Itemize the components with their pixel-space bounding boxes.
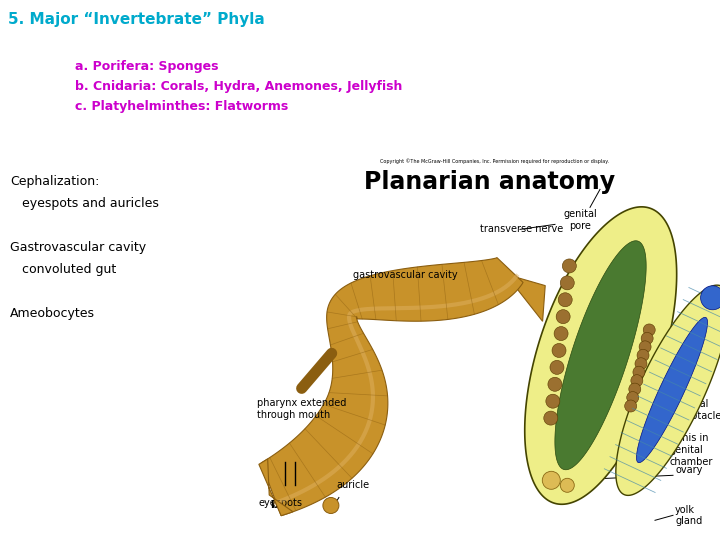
- Text: eyespots: eyespots: [258, 498, 302, 508]
- Polygon shape: [505, 274, 545, 321]
- Polygon shape: [616, 285, 720, 495]
- Text: e.: e.: [701, 324, 712, 334]
- Text: Planarian anatomy: Planarian anatomy: [364, 170, 616, 194]
- Circle shape: [550, 360, 564, 374]
- Text: Ameobocytes: Ameobocytes: [10, 307, 95, 320]
- Text: Cephalization:: Cephalization:: [10, 175, 99, 188]
- Text: gastrovascular cavity: gastrovascular cavity: [354, 270, 458, 280]
- Text: 5. Major “Invertebrate” Phyla: 5. Major “Invertebrate” Phyla: [8, 12, 265, 27]
- Text: a. Porifera: Sponges: a. Porifera: Sponges: [75, 60, 218, 73]
- Circle shape: [633, 366, 645, 378]
- Circle shape: [560, 276, 575, 290]
- Text: c. Platyhelminthes: Flatworms: c. Platyhelminthes: Flatworms: [75, 100, 288, 113]
- Circle shape: [643, 324, 655, 336]
- Circle shape: [542, 471, 560, 489]
- Circle shape: [552, 343, 566, 357]
- Circle shape: [639, 341, 651, 353]
- Text: penis in
genital
chamber: penis in genital chamber: [670, 434, 714, 467]
- Circle shape: [546, 394, 560, 408]
- Polygon shape: [259, 459, 293, 516]
- Circle shape: [631, 375, 643, 387]
- Circle shape: [562, 259, 576, 273]
- Text: d.: d.: [614, 234, 626, 245]
- Text: genital
pore: genital pore: [563, 210, 597, 231]
- Text: auricle: auricle: [336, 481, 369, 490]
- Polygon shape: [555, 241, 646, 470]
- Text: b. Cnidaria: Corals, Hydra, Anemones, Jellyfish: b. Cnidaria: Corals, Hydra, Anemones, Je…: [75, 80, 402, 93]
- PathPatch shape: [261, 258, 523, 516]
- Circle shape: [626, 392, 639, 403]
- Text: pharynx: pharynx: [675, 360, 715, 370]
- Circle shape: [701, 286, 720, 310]
- Circle shape: [641, 333, 653, 345]
- Circle shape: [556, 309, 570, 323]
- Circle shape: [625, 400, 636, 412]
- Text: Copyright ©The McGraw-Hill Companies, Inc. Permission required for reproduction : Copyright ©The McGraw-Hill Companies, In…: [380, 158, 609, 164]
- Text: transverse nerve: transverse nerve: [480, 225, 563, 234]
- Text: convoluted gut: convoluted gut: [10, 263, 116, 276]
- Circle shape: [554, 327, 568, 341]
- Text: Gastrovascular cavity: Gastrovascular cavity: [10, 241, 146, 254]
- Polygon shape: [636, 318, 708, 463]
- Text: brain: brain: [702, 296, 720, 306]
- Text: seminal
receptacle: seminal receptacle: [670, 399, 720, 421]
- Circle shape: [637, 349, 649, 361]
- Circle shape: [560, 478, 575, 492]
- Circle shape: [629, 383, 641, 395]
- Text: eyespots and auricles: eyespots and auricles: [10, 197, 159, 210]
- Text: b.: b.: [270, 500, 282, 510]
- Text: ovary: ovary: [675, 465, 703, 475]
- Circle shape: [635, 358, 647, 370]
- Circle shape: [558, 293, 572, 307]
- Circle shape: [544, 411, 558, 425]
- Circle shape: [548, 377, 562, 392]
- Circle shape: [323, 497, 339, 514]
- Polygon shape: [525, 207, 677, 504]
- Text: yolk
gland: yolk gland: [675, 504, 702, 526]
- Text: pharynx extended
through mouth: pharynx extended through mouth: [256, 399, 346, 420]
